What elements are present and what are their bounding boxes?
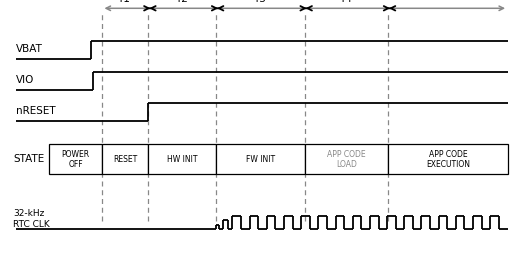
Text: T4: T4	[339, 0, 352, 4]
Text: HW INIT: HW INIT	[167, 155, 197, 164]
Text: T1: T1	[118, 0, 130, 4]
Text: VIO: VIO	[16, 75, 34, 85]
Bar	[49, 145, 102, 174]
Text: T2: T2	[175, 0, 188, 4]
Text: FW INIT: FW INIT	[246, 155, 275, 164]
Text: STATE: STATE	[13, 154, 44, 164]
Bar	[148, 145, 216, 174]
Text: 32-kHz
RTC CLK: 32-kHz RTC CLK	[13, 209, 50, 228]
Bar	[388, 145, 508, 174]
Text: RESET: RESET	[113, 155, 137, 164]
Text: VBAT: VBAT	[16, 44, 43, 54]
Bar	[305, 145, 388, 174]
Text: APP CODE
LOAD: APP CODE LOAD	[327, 150, 366, 169]
Bar	[102, 145, 148, 174]
Text: APP CODE
EXECUTION: APP CODE EXECUTION	[426, 150, 470, 169]
Bar	[216, 145, 305, 174]
Text: T3: T3	[253, 0, 266, 4]
Text: nRESET: nRESET	[16, 106, 55, 116]
Text: POWER
OFF: POWER OFF	[61, 150, 90, 169]
